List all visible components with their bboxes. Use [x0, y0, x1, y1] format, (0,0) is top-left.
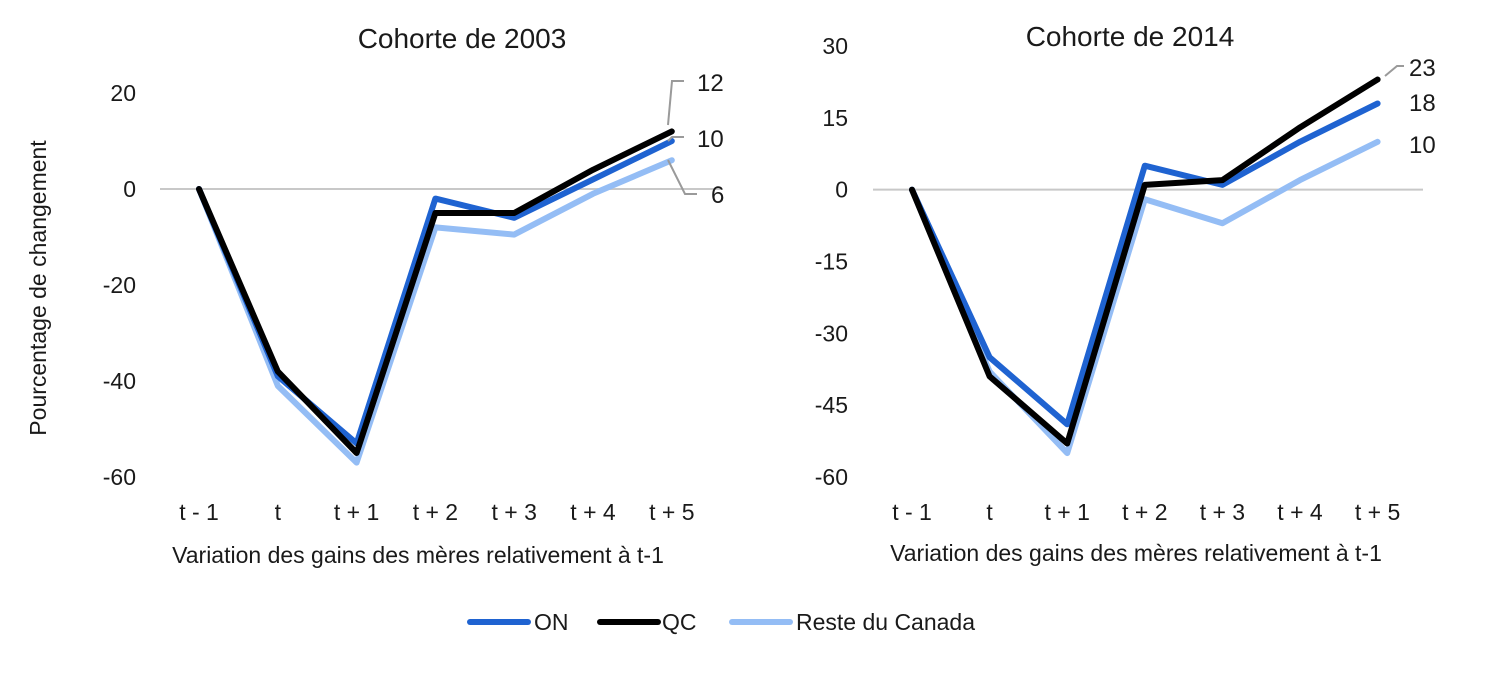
legend-label: Reste du Canada — [796, 609, 975, 635]
legend-label: QC — [662, 609, 697, 635]
series-line-on — [196, 138, 675, 447]
data-label: 18 — [1409, 90, 1436, 117]
chart-cohort-2003: Cohorte de 2003 Pourcentage de changemen… — [25, 23, 724, 568]
y-tick-label: 20 — [110, 80, 136, 106]
series-line-on — [909, 100, 1381, 428]
data-label: 6 — [711, 182, 724, 209]
label-leader-line — [667, 136, 684, 142]
data-label: 10 — [1409, 132, 1436, 159]
y-tick-labels: 30 15 0 -15 -30 -45 -60 — [815, 33, 848, 490]
x-tick-label: t - 1 — [892, 499, 932, 525]
x-tick-label: t + 1 — [334, 499, 379, 525]
series-lines — [909, 76, 1381, 457]
label-leader-line — [1384, 65, 1404, 77]
y-tick-label: 0 — [835, 177, 848, 203]
y-tick-label: -40 — [103, 368, 136, 394]
data-label: 12 — [697, 70, 724, 97]
x-tick-label: t + 2 — [413, 499, 458, 525]
y-tick-label: -15 — [815, 249, 848, 275]
series-line-qc — [196, 128, 675, 456]
x-tick-label: t + 5 — [1355, 499, 1400, 525]
x-tick-label: t + 5 — [649, 499, 694, 525]
legend: ON QC Reste du Canada — [467, 609, 975, 635]
y-axis-label: Pourcentage de changement — [25, 140, 51, 436]
x-axis-label: Variation des gains des mères relativeme… — [172, 542, 664, 568]
y-tick-label: -60 — [815, 464, 848, 490]
x-tick-label: t + 3 — [491, 499, 536, 525]
series-lines — [196, 128, 675, 466]
y-tick-label: 30 — [822, 33, 848, 59]
y-tick-label: 15 — [822, 105, 848, 131]
x-tick-label: t + 3 — [1200, 499, 1245, 525]
x-tick-labels: t - 1 t t + 1 t + 2 t + 3 t + 4 t + 5 — [892, 499, 1400, 525]
y-tick-label: -45 — [815, 392, 848, 418]
x-axis-label: Variation des gains des mères relativeme… — [890, 540, 1382, 566]
chart-title: Cohorte de 2003 — [358, 23, 567, 54]
x-tick-label: t — [275, 499, 282, 525]
y-tick-labels: 20 0 -20 -40 -60 — [103, 80, 136, 490]
x-tick-label: t - 1 — [179, 499, 219, 525]
x-tick-labels: t - 1 t t + 1 t + 2 t + 3 t + 4 t + 5 — [179, 499, 694, 525]
x-tick-label: t + 1 — [1044, 499, 1089, 525]
label-leader-line — [667, 159, 697, 195]
x-tick-label: t — [986, 499, 993, 525]
y-tick-label: 0 — [123, 176, 136, 202]
data-label: 23 — [1409, 55, 1436, 82]
series-line-reste-du-canada — [196, 157, 675, 466]
data-label: 10 — [697, 126, 724, 153]
x-tick-label: t + 2 — [1122, 499, 1167, 525]
chart-title: Cohorte de 2014 — [1026, 21, 1235, 52]
y-tick-label: -60 — [103, 464, 136, 490]
chart-cohort-2014: Cohorte de 2014 Variation des gains des … — [815, 21, 1436, 566]
y-tick-label: -30 — [815, 320, 848, 346]
label-leader-line — [667, 80, 684, 126]
legend-label: ON — [534, 609, 569, 635]
end-labels: 10 12 6 — [667, 70, 724, 209]
series-line-qc — [909, 76, 1381, 447]
x-tick-label: t + 4 — [570, 499, 616, 525]
end-labels: 18 23 10 — [1384, 55, 1436, 159]
x-tick-label: t + 4 — [1277, 499, 1323, 525]
y-tick-label: -20 — [103, 272, 136, 298]
